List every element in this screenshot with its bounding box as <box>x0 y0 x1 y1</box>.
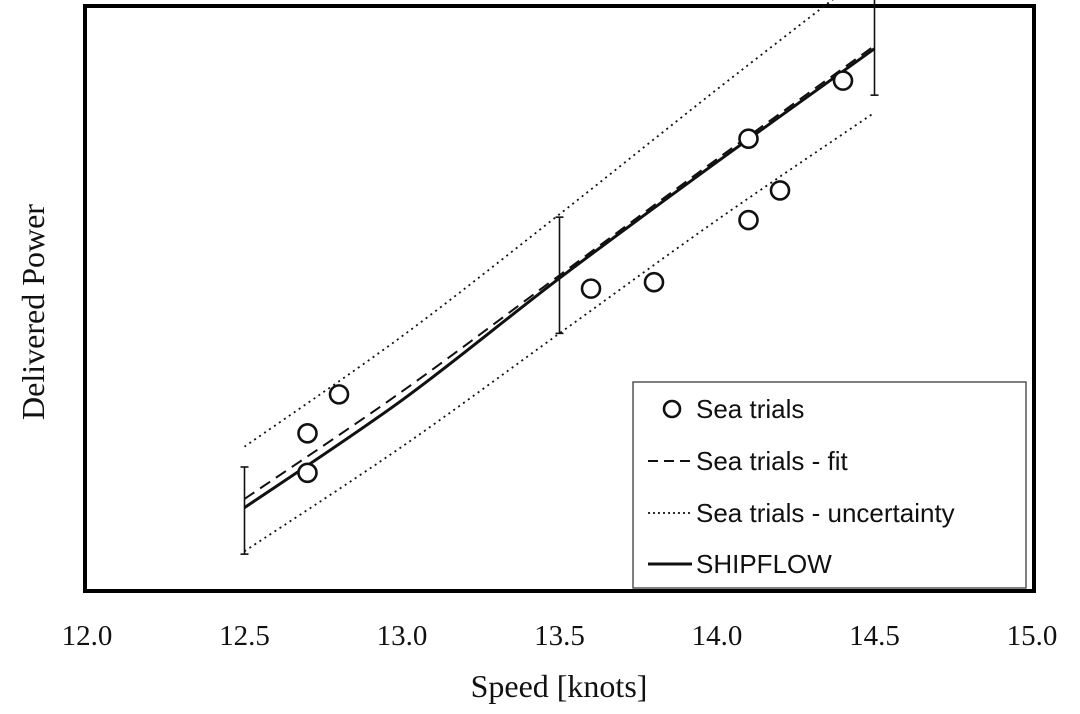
x-tick-label: 15.0 <box>1007 620 1058 652</box>
sea-trial-point <box>643 271 665 293</box>
x-tick-labels: 12.0 12.5 13.0 13.5 14.0 14.5 15.0 <box>62 620 1058 652</box>
legend: Sea trials Sea trials - fit Sea trials - u… <box>632 381 1027 589</box>
sea-trial-point <box>738 128 759 150</box>
sea-trial-point <box>769 180 791 201</box>
sea-trial-point <box>328 384 350 405</box>
x-tick-label: 14.5 <box>849 620 900 652</box>
sea-trial-point <box>297 462 318 484</box>
legend-label-3: SHIPFLOW <box>696 549 832 579</box>
legend-label-2: Sea trials - uncertainty <box>696 498 955 528</box>
sea-trial-point <box>738 209 759 231</box>
sea-trial-point <box>297 422 318 444</box>
x-tick-label: 12.0 <box>62 620 113 652</box>
y-axis-label: Delivered Power <box>15 204 51 420</box>
marker-layer <box>297 70 854 484</box>
uncertainty-lower-line <box>244 111 876 552</box>
legend-label-0: Sea trials <box>696 394 804 424</box>
x-axis-label: Speed [knots] <box>471 668 648 704</box>
x-tick-label: 12.5 <box>219 620 270 652</box>
uncertainty-upper-line <box>243 0 834 448</box>
legend-label-1: Sea trials - fit <box>696 446 848 476</box>
sea-trial-point <box>580 278 602 299</box>
legend-marker-0 <box>662 399 682 419</box>
legend-box <box>632 381 1027 589</box>
plot-frame <box>83 4 1036 593</box>
error-bar-layer <box>240 0 879 555</box>
x-tick-label: 13.5 <box>534 620 585 652</box>
x-tick-label: 14.0 <box>692 620 743 652</box>
sea-trial-point <box>832 70 854 91</box>
x-tick-label: 13.0 <box>377 620 428 652</box>
